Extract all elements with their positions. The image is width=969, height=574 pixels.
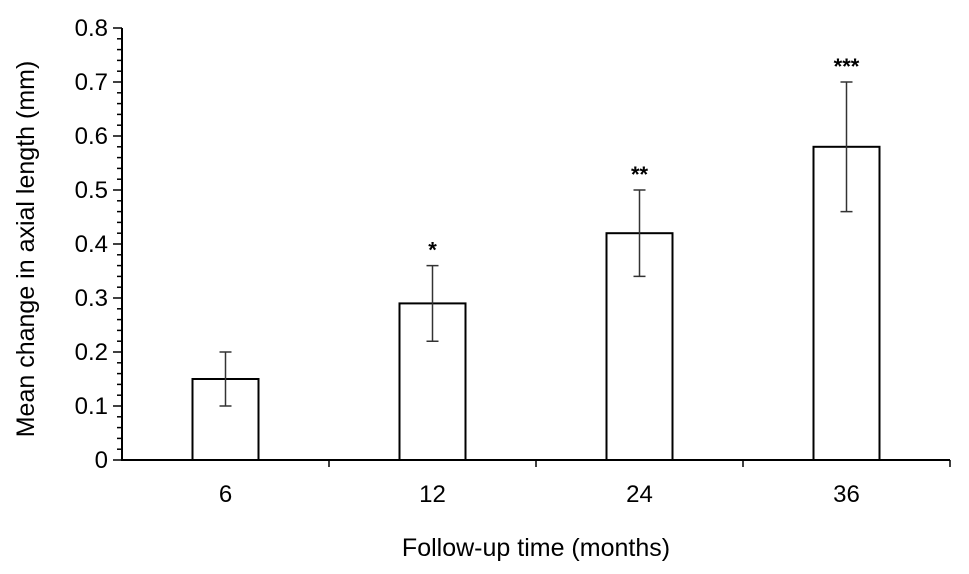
- error-bar: [426, 264, 439, 342]
- significance-label: *: [428, 238, 437, 263]
- y-axis-label: Mean change in axial length (mm): [12, 61, 40, 438]
- x-axis-ticks: 6 12 24 36: [219, 460, 951, 508]
- y-tick-label: 0.2: [75, 339, 108, 366]
- x-tick-label: 24: [626, 481, 653, 508]
- y-tick-label: 0.8: [75, 15, 108, 42]
- bars: ******: [191, 54, 881, 462]
- y-tick-label: 0.5: [75, 177, 108, 204]
- axes: [121, 28, 950, 461]
- error-bar: [633, 189, 646, 278]
- x-tick-label: 12: [419, 481, 446, 508]
- y-axis-ticks: 0 0.1 0.2 0.3 0.4 0.5 0.6 0.7 0.8: [75, 15, 122, 474]
- error-bar: [219, 351, 232, 407]
- x-tick-label: 6: [219, 481, 232, 508]
- y-tick-label: 0.1: [75, 393, 108, 420]
- x-tick-label: 36: [833, 481, 860, 508]
- y-tick-label: 0.7: [75, 69, 108, 96]
- significance-label: **: [631, 162, 649, 187]
- y-tick-label: 0.6: [75, 123, 108, 150]
- error-bar: [840, 81, 853, 213]
- y-tick-label: 0: [95, 447, 108, 474]
- significance-label: ***: [834, 54, 860, 79]
- y-tick-label: 0.4: [75, 231, 108, 258]
- y-tick-label: 0.3: [75, 285, 108, 312]
- x-axis-label: Follow-up time (months): [402, 534, 670, 562]
